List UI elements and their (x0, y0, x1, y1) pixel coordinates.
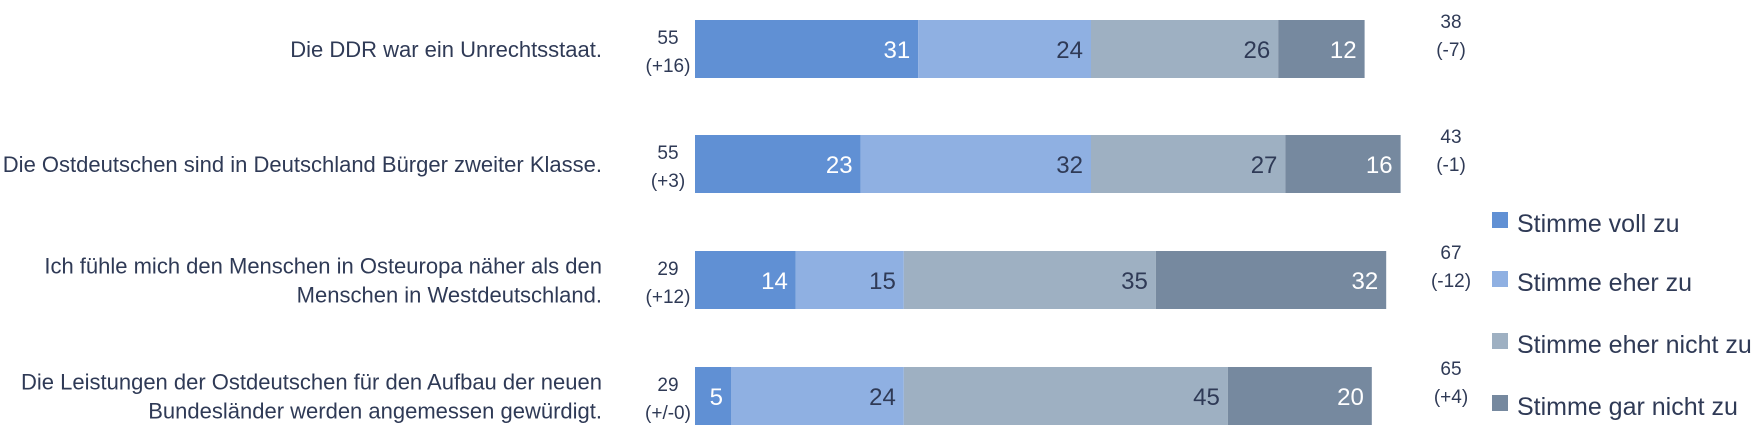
legend-label: Stimme voll zu (1517, 210, 1680, 238)
category-label: Ich fühle mich den Menschen in Osteuropa… (44, 254, 602, 279)
bar-value-label: 14 (761, 268, 788, 295)
legend-swatch (1492, 212, 1508, 228)
agree-total-value: 55 (657, 143, 678, 164)
category-label: Menschen in Westdeutschland. (297, 283, 602, 308)
bar-segment (1285, 135, 1401, 193)
legend-label: Stimme eher zu (1517, 269, 1692, 297)
disagree-total-change: (-12) (1431, 271, 1471, 292)
bar-segment (1227, 367, 1372, 425)
bar-segment (1278, 20, 1365, 78)
bar-value-label: 24 (1056, 37, 1083, 64)
legend-label: Stimme eher nicht zu (1517, 331, 1752, 359)
bar-segment (695, 135, 861, 193)
agree-total-change: (+12) (646, 287, 691, 308)
bar-value-label: 32 (1056, 152, 1083, 179)
category-label: Bundesländer werden angemessen gewürdigt… (148, 399, 602, 424)
bar-value-label: 32 (1351, 268, 1378, 295)
agree-total-change: (+16) (646, 56, 691, 77)
bar-value-label: 23 (826, 152, 853, 179)
legend-swatch (1492, 395, 1508, 411)
bar-segment (1155, 251, 1387, 309)
bar-segment (695, 251, 796, 309)
bar-segment (918, 20, 1091, 78)
disagree-total-value: 38 (1440, 12, 1461, 33)
category-label: Die Ostdeutschen sind in Deutschland Bür… (3, 152, 602, 177)
bar-segment (1091, 135, 1286, 193)
bar-value-label: 16 (1366, 152, 1393, 179)
bar-segment (795, 251, 904, 309)
disagree-total-value: 67 (1440, 243, 1461, 264)
category-label: Die Leistungen der Ostdeutschen für den … (21, 370, 602, 395)
bar-segment (695, 367, 731, 425)
agree-total-change: (+/-0) (645, 403, 691, 424)
bar-value-label: 27 (1251, 152, 1278, 179)
bar-value-label: 26 (1243, 37, 1270, 64)
legend-label: Stimme gar nicht zu (1517, 393, 1738, 421)
bar-segment (1091, 20, 1279, 78)
legend-swatch (1492, 333, 1508, 349)
disagree-total-value: 65 (1440, 359, 1461, 380)
bar-value-label: 15 (869, 268, 896, 295)
agree-total-value: 55 (657, 28, 678, 49)
disagree-total-change: (-7) (1436, 40, 1466, 61)
legend-swatch (1492, 271, 1508, 287)
agree-total-value: 29 (657, 259, 678, 280)
bar-value-label: 24 (869, 384, 896, 411)
disagree-total-value: 43 (1440, 127, 1461, 148)
bar-segment (695, 20, 919, 78)
bar-segment (903, 251, 1156, 309)
bar-value-label: 45 (1193, 384, 1220, 411)
bar-segment (903, 367, 1228, 425)
bar-value-label: 5 (710, 384, 723, 411)
category-label: Die DDR war ein Unrechtsstaat. (290, 37, 602, 62)
bar-value-label: 31 (883, 37, 910, 64)
bar-value-label: 35 (1121, 268, 1148, 295)
bar-segment (860, 135, 1091, 193)
disagree-total-change: (-1) (1436, 155, 1466, 176)
agree-total-value: 29 (657, 375, 678, 396)
disagree-total-change: (+4) (1434, 387, 1468, 408)
agree-total-change: (+3) (651, 171, 685, 192)
bar-value-label: 12 (1330, 37, 1357, 64)
bar-value-label: 20 (1337, 384, 1364, 411)
bar-segment (731, 367, 904, 425)
